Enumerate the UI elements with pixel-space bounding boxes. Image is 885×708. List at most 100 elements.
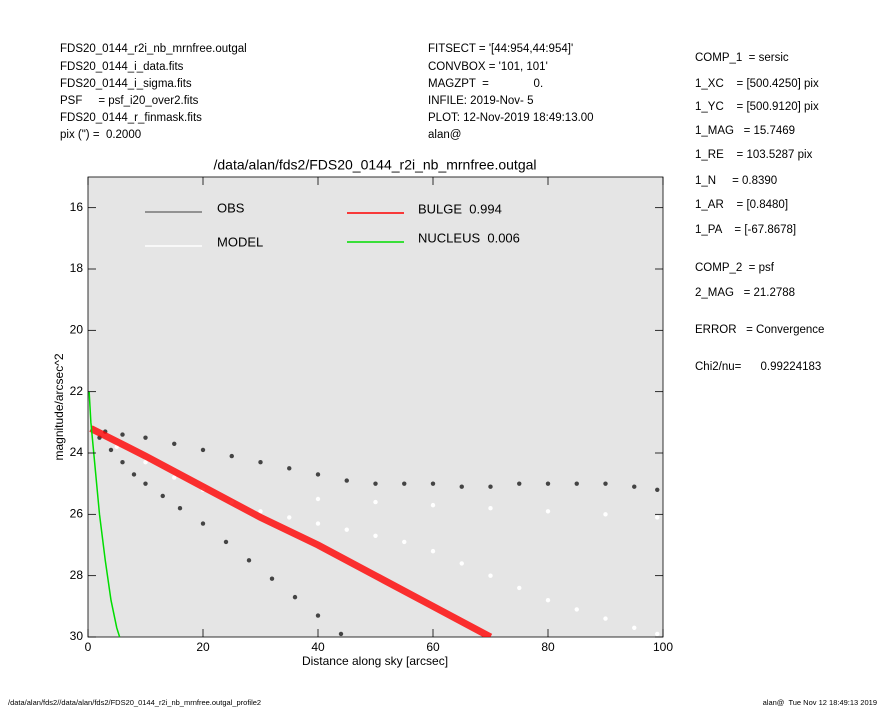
data-point: [200, 521, 206, 526]
data-point: [574, 607, 579, 612]
fit-parameter: ERROR = Convergence: [695, 324, 824, 336]
model-line: [89, 425, 493, 637]
data-point: [172, 441, 177, 446]
data-point: [545, 481, 551, 486]
data-point: [120, 460, 125, 465]
data-point: [344, 478, 349, 483]
header-middle-line: INFILE: 2019-Nov- 5: [428, 95, 533, 107]
y-tick-label: 16: [70, 200, 84, 214]
data-point: [315, 521, 321, 526]
data-point: [603, 616, 608, 621]
y-tick-label: 30: [70, 629, 84, 643]
data-point: [373, 499, 378, 505]
plot-marks: [88, 391, 660, 637]
header-middle-line: alan@: [428, 129, 461, 141]
chart-title: /data/alan/fds2/FDS20_0144_r2i_nb_mrnfre…: [214, 157, 537, 173]
data-point: [315, 472, 321, 477]
data-point: [655, 515, 660, 520]
data-point: [315, 613, 321, 618]
data-point: [143, 435, 148, 440]
header-left-line: pix (") = 0.2000: [60, 129, 141, 141]
data-point: [430, 548, 436, 554]
legend-label: NUCLEUS 0.006: [418, 230, 520, 245]
data-point: [246, 558, 252, 563]
data-point: [655, 487, 660, 492]
legend-label: MODEL: [217, 234, 263, 249]
header-middle-line: MAGZPT = 0.: [428, 78, 543, 90]
x-axis-label: Distance along sky [arcsec]: [302, 654, 448, 668]
header-left-line: FDS20_0144_i_data.fits: [60, 61, 184, 73]
footer-left: /data/alan/fds2//data/alan/fds2/FDS20_01…: [8, 698, 261, 707]
data-point: [269, 576, 275, 581]
data-point: [120, 432, 125, 437]
data-point: [632, 484, 637, 489]
data-point: [131, 472, 137, 477]
y-tick-label: 22: [70, 384, 84, 398]
data-point: [177, 506, 183, 511]
data-point: [545, 598, 551, 603]
data-point: [344, 527, 349, 532]
data-point: [200, 447, 206, 453]
fit-parameter: COMP_2 = psf: [695, 262, 775, 274]
data-point: [287, 515, 292, 520]
header-middle-line: CONVBOX = '101, 101': [428, 61, 548, 73]
data-point: [632, 625, 637, 630]
y-axis-label: magnitude/arcsec^2: [52, 353, 66, 460]
data-point: [338, 631, 344, 637]
header-left-line: FDS20_0144_r2i_nb_mrnfree.outgal: [60, 43, 247, 55]
footer-right: alan@ Tue Nov 12 18:49:13 2019: [763, 698, 877, 707]
fit-parameter: 1_N = 0.8390: [695, 175, 777, 187]
data-point: [574, 481, 579, 486]
header-middle-line: PLOT: 12-Nov-2019 18:49:13.00: [428, 112, 594, 124]
data-point: [545, 509, 551, 514]
header-left-line: PSF = psf_i20_over2.fits: [60, 95, 199, 107]
x-tick-label: 100: [653, 640, 673, 654]
data-point: [459, 561, 464, 566]
data-point: [402, 539, 407, 545]
legend-label: OBS: [217, 200, 245, 215]
data-point: [488, 484, 493, 489]
legend-label: BULGE 0.994: [418, 201, 502, 216]
data-point: [258, 509, 263, 514]
model-line: [88, 391, 121, 637]
y-tick-label: 20: [70, 323, 84, 337]
data-point: [292, 594, 298, 600]
x-tick-label: 0: [85, 640, 92, 654]
data-point: [108, 447, 114, 453]
data-point: [603, 481, 608, 486]
fit-parameter: 1_PA = [-67.8678]: [695, 224, 796, 236]
data-point: [459, 484, 464, 489]
header-left-line: FDS20_0144_r_finmask.fits: [60, 112, 202, 124]
fit-parameter: 2_MAG = 21.2788: [695, 287, 795, 299]
fit-parameter: Chi2/nu= 0.99224183: [695, 361, 821, 373]
y-tick-label: 24: [70, 445, 84, 459]
fit-parameter: 1_RE = 103.5287 pix: [695, 149, 813, 161]
y-tick-label: 28: [70, 568, 84, 582]
x-tick-label: 40: [311, 640, 325, 654]
y-tick-label: 26: [70, 507, 84, 521]
data-point: [655, 631, 660, 637]
data-point: [373, 481, 378, 486]
data-point: [315, 496, 321, 502]
data-point: [402, 481, 407, 486]
fit-parameter: 1_AR = [0.8480]: [695, 199, 788, 211]
data-point: [143, 460, 148, 465]
fit-parameter: COMP_1 = sersic: [695, 52, 789, 64]
data-point: [223, 539, 229, 545]
data-point: [287, 466, 292, 471]
header-left-line: FDS20_0144_i_sigma.fits: [60, 78, 192, 90]
data-point: [603, 512, 608, 517]
data-point: [488, 506, 493, 511]
data-point: [373, 533, 378, 538]
data-point: [430, 502, 436, 508]
fit-parameter: 1_MAG = 15.7469: [695, 125, 795, 137]
data-point: [488, 573, 493, 578]
y-tick-label: 18: [70, 261, 84, 275]
x-tick-label: 20: [196, 640, 210, 654]
fit-parameter: 1_YC = [500.9120] pix: [695, 101, 819, 113]
data-point: [160, 493, 165, 499]
data-point: [229, 453, 234, 459]
header-middle-line: FITSECT = '[44:954,44:954]': [428, 43, 573, 55]
data-point: [517, 585, 522, 591]
